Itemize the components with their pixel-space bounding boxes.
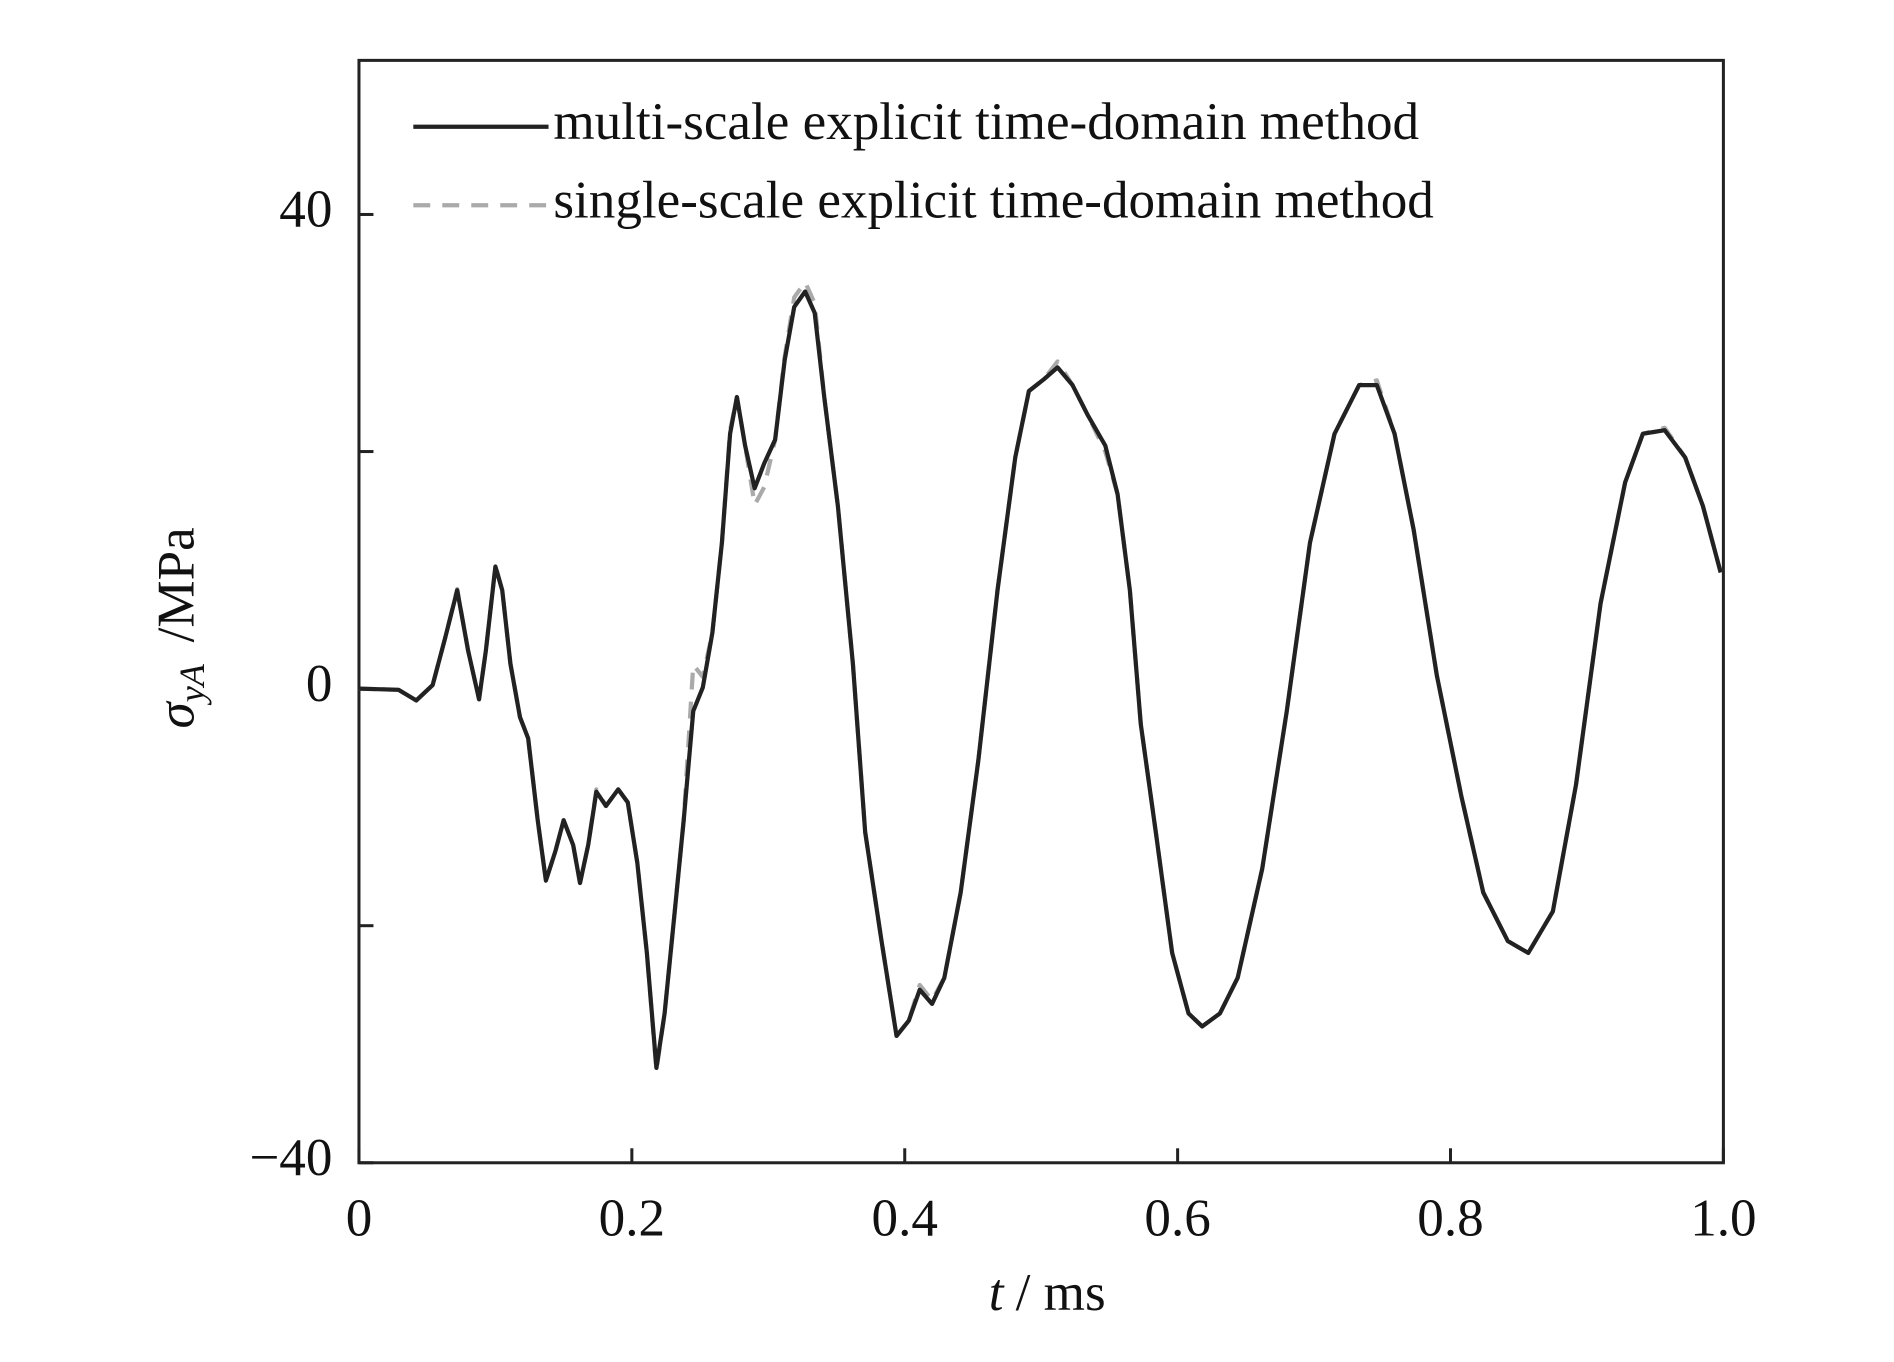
plot-frame [357, 58, 1725, 1165]
y-tick-label: −40 [249, 1129, 332, 1187]
x-tick-label: 0.4 [872, 1189, 938, 1247]
y-label-sub: yA [172, 663, 212, 706]
x-tick-label: 0.8 [1417, 1189, 1483, 1247]
y-tick-label: 40 [279, 181, 332, 239]
x-tick-label: 0 [346, 1189, 373, 1247]
x-label-var: t [989, 1264, 1005, 1322]
y-axis-label: σyA/MPa [148, 527, 213, 728]
x-tick-label: 0.2 [599, 1189, 665, 1247]
x-axis-label: t / ms [989, 1264, 1106, 1322]
x-tick-label: 0.6 [1144, 1189, 1210, 1247]
x-tick-label: 1.0 [1690, 1189, 1756, 1247]
series-line [358, 289, 1723, 1071]
legend-label: single-scale explicit time-domain method [553, 171, 1433, 229]
series-line [358, 279, 1723, 1073]
y-label-var: σ [148, 700, 206, 728]
y-label-unit: /MPa [148, 527, 206, 642]
legend-label: multi-scale explicit time-domain method [553, 93, 1419, 151]
y-tick-label: 0 [306, 655, 333, 713]
x-label-unit: / ms [1016, 1264, 1106, 1322]
